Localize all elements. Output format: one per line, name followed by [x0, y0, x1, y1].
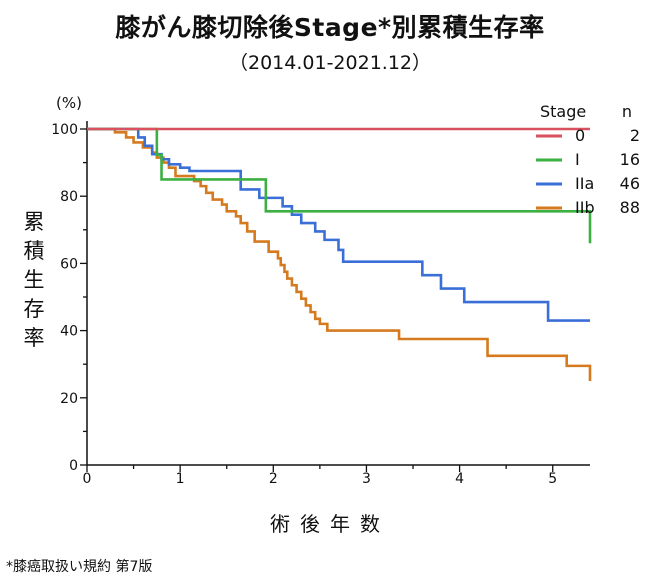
y-tick-label: 40 [60, 324, 78, 340]
legend-label: I [575, 150, 580, 169]
series-line-iia [87, 127, 590, 322]
chart-title: 膝がん膝切除後Stage*別累積生存率 [115, 13, 545, 42]
legend-label: IIb [575, 198, 595, 217]
legend-label: 0 [575, 126, 585, 145]
series-line-iib [87, 127, 592, 381]
y-tick-label: 100 [51, 122, 78, 138]
x-tick-label: 0 [83, 471, 92, 487]
x-tick-label: 3 [362, 471, 371, 487]
legend-label: IIa [575, 174, 594, 193]
y-tick-label: 20 [60, 391, 78, 407]
legend-n-value: 2 [630, 126, 640, 145]
legend-n-value: 46 [620, 174, 640, 193]
y-tick-label: 0 [69, 458, 78, 474]
legend-header-n: n [622, 102, 632, 121]
y-tick-label: 60 [60, 256, 78, 272]
x-tick-label: 5 [548, 471, 557, 487]
legend-n-value: 88 [620, 198, 640, 217]
x-tick-label: 4 [455, 471, 464, 487]
y-tick-label: 80 [60, 189, 78, 205]
x-tick-label: 1 [176, 471, 185, 487]
legend-n-value: 16 [620, 150, 640, 169]
legend-header-stage: Stage [540, 102, 586, 121]
footnote: *膝癌取扱い規約 第7版 [6, 559, 153, 575]
x-axis-label: 術後年数 [270, 512, 390, 536]
chart-subtitle: （2014.01-2021.12） [229, 52, 431, 74]
x-tick-label: 2 [269, 471, 278, 487]
y-axis-label: 累積生存率 [23, 210, 45, 350]
series-line-i [87, 127, 592, 244]
y-axis-unit: (%) [56, 94, 82, 112]
